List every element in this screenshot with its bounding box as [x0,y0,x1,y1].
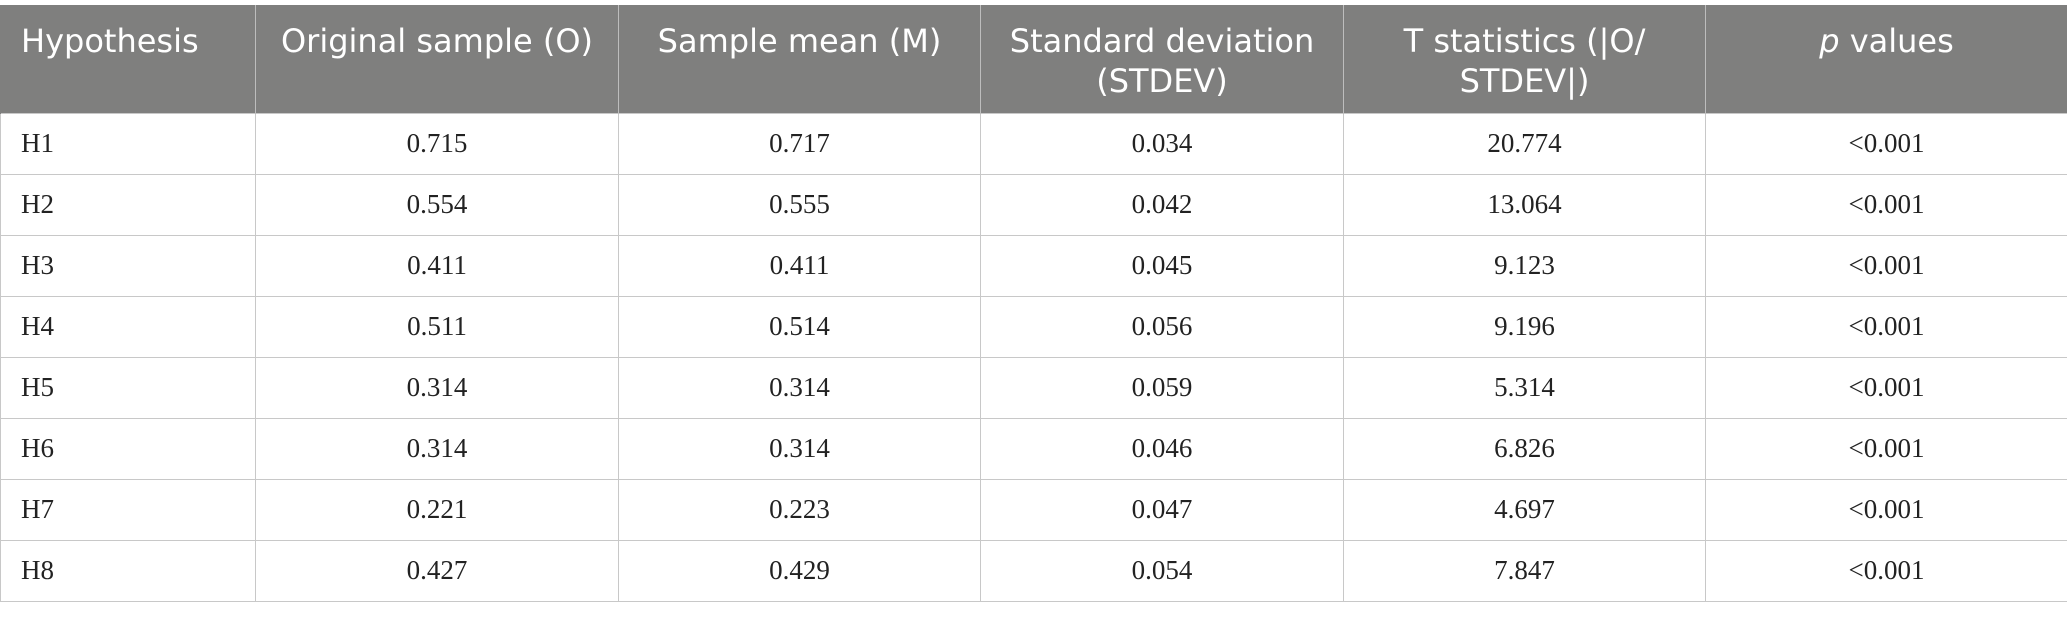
header-hypothesis-label: Hypothesis [21,22,199,60]
cell-sample-mean: 0.429 [618,539,981,602]
cell-sample-mean: 0.717 [618,112,981,175]
cell-sample-mean: 0.411 [618,234,981,297]
cell-hypothesis: H5 [0,356,256,419]
cell-p-value: <0.001 [1705,234,2067,297]
cell-t-statistic: 9.123 [1343,234,1706,297]
header-standard-deviation-label: Standard deviation (STDEV) [1009,22,1315,100]
cell-t-statistic: 4.697 [1343,478,1706,541]
cell-original-sample: 0.554 [255,173,619,236]
header-hypothesis: Hypothesis [0,5,256,113]
table-row: H3 0.411 0.411 0.045 9.123 <0.001 [0,234,2067,297]
cell-sample-mean: 0.314 [618,417,981,480]
header-p-values: p values [1705,5,2067,113]
cell-p-value: <0.001 [1705,112,2067,175]
cell-standard-deviation: 0.059 [980,356,1344,419]
header-original-sample-label: Original sample (O) [280,22,594,60]
cell-p-value: <0.001 [1705,173,2067,236]
cell-hypothesis: H2 [0,173,256,236]
header-sample-mean-label: Sample mean (M) [657,22,942,60]
cell-p-value: <0.001 [1705,539,2067,602]
cell-hypothesis: H3 [0,234,256,297]
table-body: H1 0.715 0.717 0.034 20.774 <0.001 H2 0.… [0,112,2067,602]
cell-t-statistic: 6.826 [1343,417,1706,480]
cell-t-statistic: 5.314 [1343,356,1706,419]
header-row: Hypothesis Original sample (O) Sample me… [0,5,2067,113]
cell-hypothesis: H4 [0,295,256,358]
cell-hypothesis: H6 [0,417,256,480]
cell-original-sample: 0.314 [255,417,619,480]
cell-standard-deviation: 0.054 [980,539,1344,602]
cell-sample-mean: 0.555 [618,173,981,236]
table-row: H2 0.554 0.555 0.042 13.064 <0.001 [0,173,2067,236]
cell-t-statistic: 9.196 [1343,295,1706,358]
cell-original-sample: 0.411 [255,234,619,297]
cell-sample-mean: 0.514 [618,295,981,358]
cell-original-sample: 0.221 [255,478,619,541]
cell-sample-mean: 0.223 [618,478,981,541]
header-p-values-label-wrap: p values [1716,5,2057,61]
header-standard-deviation: Standard deviation (STDEV) [980,5,1344,113]
cell-standard-deviation: 0.046 [980,417,1344,480]
cell-standard-deviation: 0.045 [980,234,1344,297]
cell-original-sample: 0.715 [255,112,619,175]
header-t-statistics: T statistics (|O/ STDEV|) [1343,5,1706,113]
cell-original-sample: 0.427 [255,539,619,602]
cell-t-statistic: 13.064 [1343,173,1706,236]
cell-p-value: <0.001 [1705,356,2067,419]
header-sample-mean: Sample mean (M) [618,5,981,113]
cell-standard-deviation: 0.042 [980,173,1344,236]
cell-original-sample: 0.314 [255,356,619,419]
cell-p-value: <0.001 [1705,295,2067,358]
cell-original-sample: 0.511 [255,295,619,358]
table-row: H5 0.314 0.314 0.059 5.314 <0.001 [0,356,2067,419]
table-row: H1 0.715 0.717 0.034 20.774 <0.001 [0,112,2067,175]
cell-standard-deviation: 0.056 [980,295,1344,358]
table-row: H7 0.221 0.223 0.047 4.697 <0.001 [0,478,2067,541]
header-original-sample: Original sample (O) [255,5,619,113]
table-row: H6 0.314 0.314 0.046 6.826 <0.001 [0,417,2067,480]
cell-p-value: <0.001 [1705,417,2067,480]
header-t-statistics-label: T statistics (|O/ STDEV|) [1403,22,1646,100]
table-header: Hypothesis Original sample (O) Sample me… [0,5,2067,113]
cell-standard-deviation: 0.034 [980,112,1344,175]
table-row: H4 0.511 0.514 0.056 9.196 <0.001 [0,295,2067,358]
table-row: H8 0.427 0.429 0.054 7.847 <0.001 [0,539,2067,602]
header-p-values-label: values [1849,22,1954,60]
cell-sample-mean: 0.314 [618,356,981,419]
results-table: Hypothesis Original sample (O) Sample me… [0,5,2067,602]
header-p-italic: p [1819,22,1840,60]
cell-t-statistic: 7.847 [1343,539,1706,602]
cell-t-statistic: 20.774 [1343,112,1706,175]
cell-hypothesis: H7 [0,478,256,541]
cell-hypothesis: H1 [0,112,256,175]
cell-standard-deviation: 0.047 [980,478,1344,541]
cell-p-value: <0.001 [1705,478,2067,541]
cell-hypothesis: H8 [0,539,256,602]
